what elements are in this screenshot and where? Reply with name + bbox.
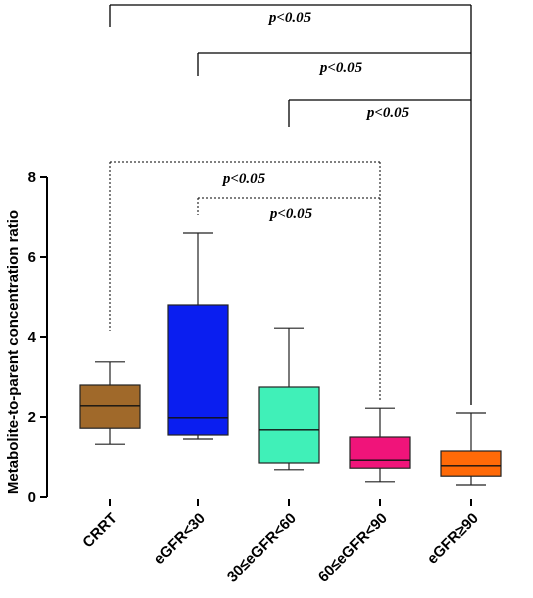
x-tick-label: eGFR≥90 (424, 510, 482, 568)
box-2 (167, 232, 229, 440)
significance-label: p<0.05 (267, 10, 312, 26)
significance-label: p<0.05 (221, 171, 266, 187)
x-tick-label: 60≤eGFR<90 (315, 510, 391, 586)
sig-bracket-1 (109, 4, 472, 405)
box-iqr (79, 384, 141, 429)
significance-label: p<0.05 (268, 206, 313, 222)
x-tick-label: CRRT (79, 510, 120, 551)
box-iqr (440, 450, 502, 477)
significance-label: p<0.05 (365, 105, 410, 121)
x-tick-label: eGFR<30 (151, 510, 209, 568)
box-5 (440, 412, 502, 486)
y-tick-label: 8 (28, 169, 36, 186)
significance-label: p<0.05 (318, 60, 363, 76)
axes (40, 176, 472, 506)
box-1 (79, 361, 141, 445)
sig-bracket-3 (288, 99, 471, 127)
y-axis-title: Metabolite-to-parent concentration ratio (5, 210, 22, 494)
y-tick-label: 0 (28, 489, 36, 506)
sig-bracket-2 (197, 52, 471, 76)
box-iqr (349, 436, 411, 469)
box-4 (349, 407, 411, 483)
y-tick-label: 2 (28, 409, 36, 426)
box-iqr (258, 386, 320, 464)
y-tick-label: 4 (28, 329, 37, 346)
labels: 0 2 4 6 8 Metabolite-to-parent concentration … (5, 10, 482, 586)
box-3 (258, 327, 320, 471)
sig-bracket-4 (109, 161, 381, 401)
y-tick-label: 6 (28, 249, 36, 266)
sig-bracket-5 (197, 197, 380, 215)
x-tick-label: 30≤eGFR<60 (224, 510, 300, 586)
significance-brackets (109, 4, 472, 405)
box-iqr (167, 304, 229, 436)
boxes (79, 232, 502, 486)
